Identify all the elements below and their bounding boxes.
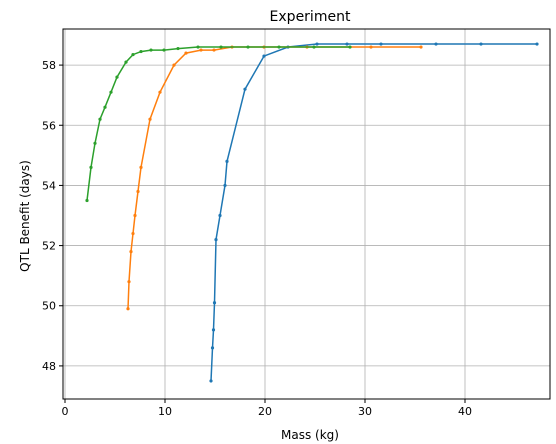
data-point [124, 60, 128, 64]
data-point [149, 48, 153, 52]
data-point [109, 90, 113, 94]
y-tick-label: 50 [42, 300, 56, 313]
data-point [139, 165, 143, 169]
data-point [139, 49, 143, 54]
data-point [348, 45, 352, 49]
data-point [127, 280, 131, 284]
data-point [131, 52, 135, 57]
data-point [225, 159, 229, 163]
data-point [209, 379, 213, 383]
data-point [535, 42, 539, 46]
data-point [277, 45, 281, 49]
data-point [243, 87, 247, 91]
data-point [369, 45, 373, 49]
data-point [315, 42, 319, 46]
data-point [212, 48, 216, 52]
data-point [158, 90, 162, 94]
data-point [176, 46, 180, 51]
data-point [246, 45, 250, 49]
data-point [85, 198, 89, 203]
x-tick-label: 30 [358, 405, 372, 418]
data-point [136, 189, 140, 194]
data-point [419, 45, 423, 49]
data-point [434, 42, 438, 46]
plot-frame [62, 28, 551, 400]
data-point [184, 51, 188, 55]
data-point [89, 165, 93, 169]
data-point [223, 183, 227, 188]
data-point [312, 45, 316, 49]
data-point [196, 45, 200, 49]
data-point [103, 105, 107, 109]
x-axis-label: Mass (kg) [281, 428, 339, 442]
y-tick-label: 54 [42, 179, 56, 192]
data-point [199, 48, 203, 52]
ticks: 0 10 20 30 40 48 50 52 54 56 58 [42, 59, 472, 418]
data-point [214, 237, 218, 242]
data-point [115, 75, 119, 79]
x-tick-label: 40 [458, 405, 472, 418]
y-tick-label: 48 [42, 360, 56, 373]
grid [63, 29, 550, 399]
series-line [127, 46, 421, 309]
data-point [93, 141, 97, 145]
data-point [126, 307, 130, 311]
data-point [162, 48, 166, 52]
series-2 [126, 45, 423, 311]
y-axis-label: QTL Benefit (days) [18, 160, 32, 272]
data-point [211, 328, 216, 332]
data-point [212, 301, 217, 305]
series-3 [85, 45, 352, 203]
data-point [262, 54, 266, 58]
data-point [219, 45, 223, 49]
x-tick-label: 10 [158, 405, 172, 418]
x-tick-label: 20 [258, 405, 272, 418]
data-point [172, 63, 176, 67]
x-tick-label: 0 [62, 405, 69, 418]
series-line [86, 46, 350, 201]
data-point [148, 117, 152, 121]
data-point [210, 346, 215, 350]
data-point [345, 42, 349, 46]
data-point [129, 250, 133, 254]
series-layer [85, 42, 539, 383]
series-line [210, 43, 537, 382]
data-point [133, 213, 137, 218]
y-tick-label: 56 [42, 119, 56, 132]
data-point [218, 213, 222, 218]
data-point [131, 231, 135, 236]
series-1 [209, 42, 539, 383]
data-point [479, 42, 483, 46]
chart-title: Experiment [270, 9, 351, 25]
y-tick-label: 52 [42, 240, 56, 253]
data-point [98, 117, 102, 121]
data-point [379, 42, 383, 46]
y-tick-label: 58 [42, 59, 56, 72]
